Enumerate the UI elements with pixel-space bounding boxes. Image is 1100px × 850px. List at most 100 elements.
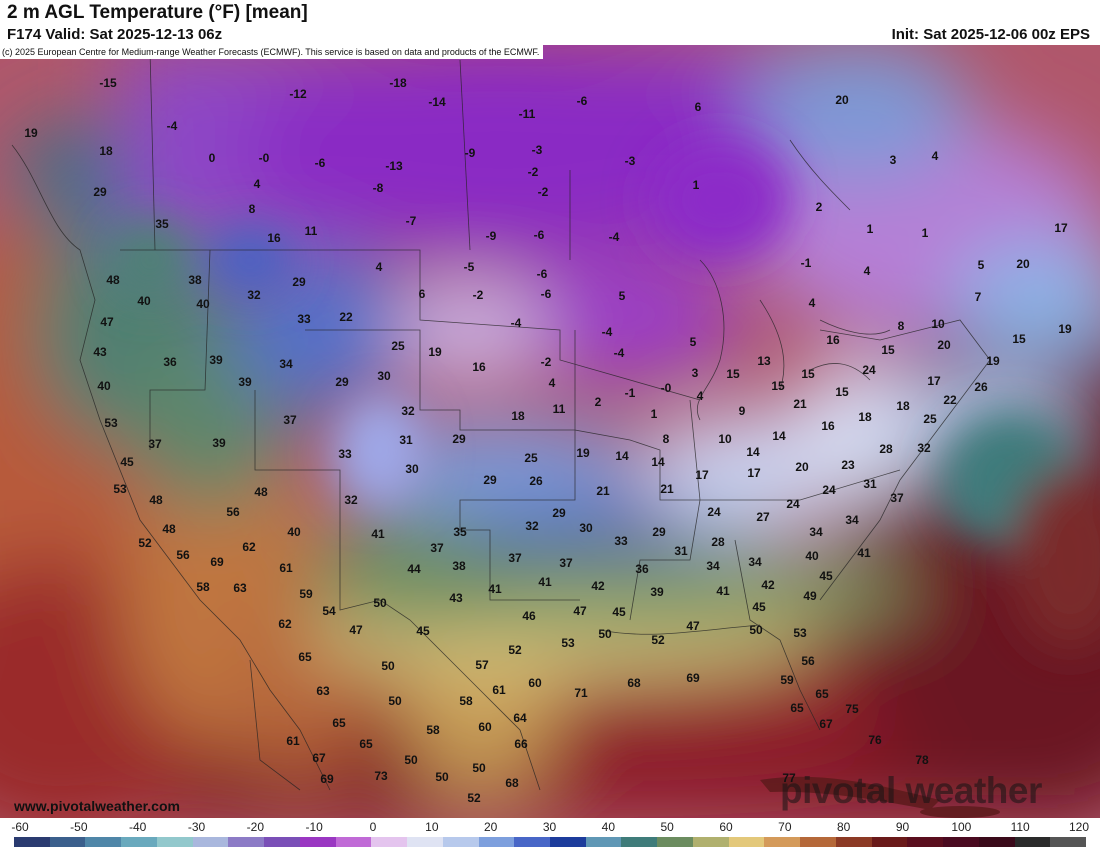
temperature-label: 19 (24, 126, 38, 140)
temperature-label: 21 (660, 482, 674, 496)
temperature-label: -5 (464, 260, 475, 274)
colorbar-segment (478, 837, 515, 847)
temperature-label: 1 (922, 226, 929, 240)
temperature-label: 11 (305, 224, 318, 238)
temperature-label: 56 (801, 654, 815, 668)
temperature-label: 4 (254, 177, 261, 191)
temperature-label: -3 (625, 154, 636, 168)
colorbar-tick: 80 (836, 820, 851, 834)
temperature-label: 47 (349, 623, 363, 637)
colorbar-segment (371, 837, 408, 847)
temperature-label: 41 (538, 575, 552, 589)
colorbar-tick: 10 (425, 820, 439, 834)
colorbar-tick: 60 (719, 820, 733, 834)
temperature-label: 36 (163, 355, 177, 369)
temperature-label: 15 (1012, 332, 1026, 346)
temperature-label: -6 (541, 287, 552, 301)
temperature-label: 29 (652, 525, 666, 539)
colorbar-segment (764, 837, 801, 847)
temperature-label: 65 (359, 737, 373, 751)
temperature-label: -6 (537, 267, 548, 281)
temperature-label: 27 (756, 510, 770, 524)
temperature-label: 24 (786, 497, 800, 511)
temperature-label: 58 (459, 694, 473, 708)
temperature-label: -6 (577, 94, 588, 108)
temperature-label: 37 (508, 551, 522, 565)
temperature-label: 50 (404, 753, 418, 767)
temperature-label: 66 (514, 737, 528, 751)
temperature-label: 44 (407, 562, 421, 576)
temperature-label: 4 (376, 260, 383, 274)
temperature-label: 22 (943, 393, 957, 407)
colorbar-tick: 30 (542, 820, 557, 834)
colorbar-segment (85, 837, 122, 847)
temperature-label: 37 (148, 437, 162, 451)
temperature-label: 34 (706, 559, 720, 573)
temperature-label: 48 (162, 522, 176, 536)
temperature-label: 20 (795, 460, 809, 474)
temperature-label: 39 (650, 585, 664, 599)
temperature-label: 32 (401, 404, 415, 418)
temperature-label: 41 (857, 546, 871, 560)
temperature-label: -9 (465, 146, 476, 160)
temperature-label: 31 (674, 544, 688, 558)
temperature-label: 37 (430, 541, 444, 555)
colorbar-tick: 20 (483, 820, 498, 834)
temperature-label: 64 (513, 711, 527, 725)
colorbar-tick: 70 (778, 820, 792, 834)
temperature-label: 18 (858, 410, 872, 424)
temperature-label: 69 (320, 772, 334, 786)
temperature-label: 17 (747, 466, 761, 480)
temperature-label: 33 (338, 447, 352, 461)
temperature-label: -4 (614, 346, 625, 360)
temperature-label: 1 (693, 178, 700, 192)
temperature-label: 71 (574, 686, 588, 700)
temperature-label: 16 (472, 360, 486, 374)
temperature-label: 65 (815, 687, 829, 701)
temperature-label: 20 (937, 338, 951, 352)
temperature-label: 39 (209, 353, 223, 367)
temperature-label: 42 (591, 579, 605, 593)
temperature-label: 43 (449, 591, 463, 605)
temperature-label: 78 (915, 753, 929, 767)
temperature-label: -4 (167, 119, 178, 133)
colorbar-segment (657, 837, 693, 847)
temperature-label: 4 (864, 264, 871, 278)
temperature-label: 8 (663, 432, 670, 446)
temperature-label: 68 (627, 676, 641, 690)
temperature-label: 14 (746, 445, 760, 459)
temperature-map: -15 -18 -12 -14 -6 -11 -4 -9 -3 -3 6 19 18 0 -0 -6 -13 -2… (0, 45, 1100, 818)
temperature-label: 6 (695, 100, 702, 114)
temperature-label: 45 (612, 605, 626, 619)
temperature-label: 24 (862, 363, 876, 377)
temperature-label: 33 (297, 312, 311, 326)
temperature-label: 29 (483, 473, 497, 487)
temperature-label: -6 (534, 228, 545, 242)
temperature-label: -2 (528, 165, 539, 179)
temperature-label: 59 (299, 587, 313, 601)
temperature-label: 61 (492, 683, 506, 697)
colorbar-tick: 0 (369, 820, 377, 834)
website-label[interactable]: www.pivotalweather.com (14, 798, 180, 814)
temperature-label: -7 (406, 214, 417, 228)
colorbar-segment (299, 837, 336, 847)
temperature-label: 65 (790, 701, 804, 715)
colorbar-tick: 110 (1010, 820, 1030, 834)
temperature-label: 68 (505, 776, 519, 790)
temperature-label: 41 (716, 584, 730, 598)
temperature-label: 15 (881, 343, 895, 357)
temperature-label: 57 (475, 658, 489, 672)
temperature-label: 15 (835, 385, 849, 399)
temperature-label: 62 (278, 617, 292, 631)
temperature-label: 40 (97, 379, 111, 393)
colorbar-tick: 90 (895, 820, 910, 834)
temperature-label: 30 (579, 521, 593, 535)
temperature-label: 50 (472, 761, 486, 775)
brand-watermark: pivotal weather (780, 770, 1042, 811)
temperature-label: 37 (890, 491, 904, 505)
temperature-label: 40 (805, 549, 819, 563)
temperature-label: -2 (473, 288, 484, 302)
temperature-label: -0 (259, 151, 270, 165)
temperature-label: -13 (385, 159, 403, 173)
